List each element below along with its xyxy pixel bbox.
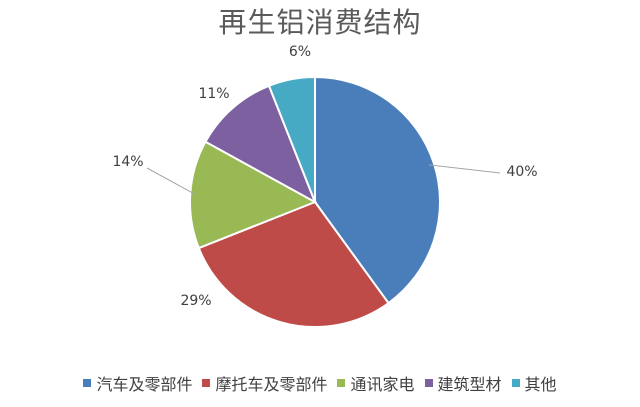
pie-slice-4 <box>204 84 317 205</box>
pie-slice-1 <box>314 75 441 305</box>
legend-swatch-1 <box>83 379 92 387</box>
legend-swatch-2 <box>202 379 211 387</box>
legend-item-3: 通讯家电 <box>337 371 415 395</box>
data-label-4: 11% <box>198 86 229 102</box>
data-label-5: 6% <box>289 44 311 60</box>
legend-item-4: 建筑型材 <box>424 371 502 395</box>
legend-label-2: 摩托车及零部件 <box>215 375 328 394</box>
legend-item-2: 摩托车及零部件 <box>202 371 327 395</box>
legend-item-5: 其他 <box>511 371 557 395</box>
legend-swatch-4 <box>424 379 433 387</box>
chart-title: 再生铝消费结构 <box>218 6 422 39</box>
legend: 汽车及零部件 摩托车及零部件 通讯家电 建筑型材 其他 <box>0 370 640 396</box>
legend-swatch-5 <box>511 379 520 387</box>
legend-label-4: 建筑型材 <box>437 375 502 394</box>
pie-slice-5 <box>267 75 316 203</box>
data-label-1: 40% <box>506 164 537 180</box>
legend-item-1: 汽车及零部件 <box>83 371 192 395</box>
legend-label-3: 通讯家电 <box>350 375 415 394</box>
pie-slice-3 <box>189 140 318 250</box>
data-label-3: 14% <box>112 154 143 170</box>
leader-line-1 <box>429 164 501 174</box>
data-label-2: 29% <box>180 293 211 309</box>
legend-label-5: 其他 <box>524 375 557 394</box>
pie-slice-2 <box>197 200 390 328</box>
legend-swatch-3 <box>337 379 346 387</box>
leader-line-3 <box>146 167 196 195</box>
legend-label-1: 汽车及零部件 <box>96 375 193 394</box>
